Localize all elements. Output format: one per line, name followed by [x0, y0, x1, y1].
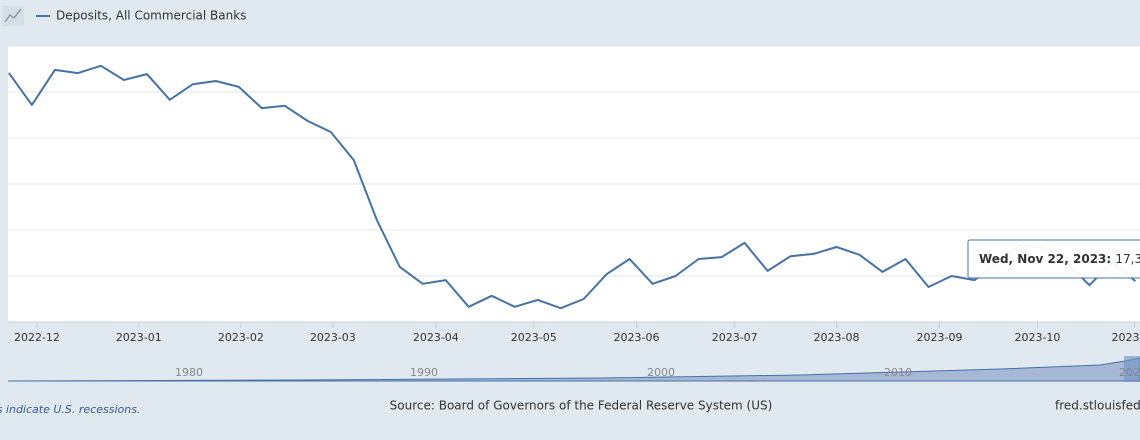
- x-tick-label: 2023-10: [1014, 331, 1060, 344]
- x-tick-label: 2023-05: [511, 331, 557, 344]
- navigator-label: 2020: [1119, 366, 1140, 379]
- tooltip-date: Wed, Nov 22, 2023: [979, 252, 1106, 266]
- series-line: [8, 64, 1137, 310]
- x-tick-label: 2023-09: [917, 331, 963, 344]
- navigator-label: 2010: [884, 366, 912, 379]
- tooltip-text: Wed, Nov 22, 2023: 17,339.34: [979, 252, 1140, 266]
- tooltip-sep: :: [1106, 252, 1115, 266]
- chart-type-icon[interactable]: [2, 6, 24, 26]
- tooltip-box: [967, 239, 1140, 279]
- source: Source: Board of Governors of the Federa…: [390, 399, 773, 413]
- icon-line: [4, 8, 22, 23]
- tooltip-value: 17,339.34: [1115, 252, 1140, 266]
- navigator-window[interactable]: [1124, 356, 1140, 382]
- navigator[interactable]: 1980 1990 2000 2010 2020: [7, 356, 1140, 382]
- site[interactable]: fred.stlouisfed.org: [1055, 399, 1140, 413]
- x-tick-label: 2023-07: [712, 331, 758, 344]
- navigator-label: 1980: [175, 366, 203, 379]
- navigator-label: 2000: [647, 366, 675, 379]
- x-tick-label: 2023-04: [413, 331, 459, 344]
- legend-label: Deposits, All Commercial Banks: [56, 9, 246, 23]
- x-tick-label: 2023-08: [814, 331, 860, 344]
- x-tick-label: 2023-01: [116, 331, 162, 344]
- x-tick-label: 2023-02: [218, 331, 264, 344]
- tooltip: Wed, Nov 22, 2023: 17,339.34: [967, 239, 1140, 279]
- x-tick-label: 2023-03: [310, 331, 356, 344]
- recession-note: Shaded areas indicate U.S. recessions.: [0, 403, 140, 416]
- navigator-label: 1990: [410, 366, 438, 379]
- x-tick-label: 2023-06: [614, 331, 660, 344]
- navigator-area: [7, 357, 1140, 382]
- x-tick-label: 2022-12: [14, 331, 60, 344]
- x-tick-label: 2023-11: [1111, 331, 1140, 344]
